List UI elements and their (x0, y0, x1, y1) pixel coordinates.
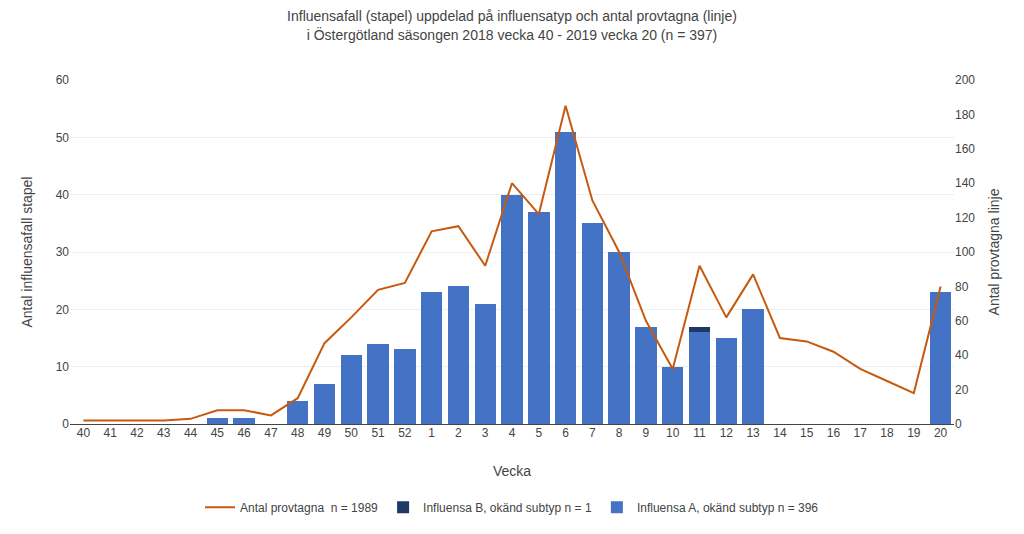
svg-text:80: 80 (955, 280, 969, 294)
svg-text:160: 160 (955, 142, 975, 156)
svg-text:8: 8 (616, 426, 623, 440)
svg-text:13: 13 (746, 426, 760, 440)
svg-text:10: 10 (56, 360, 70, 374)
svg-text:42: 42 (130, 426, 144, 440)
svg-text:120: 120 (955, 211, 975, 225)
svg-text:2: 2 (455, 426, 462, 440)
svg-text:41: 41 (104, 426, 118, 440)
svg-text:30: 30 (56, 245, 70, 259)
svg-text:140: 140 (955, 176, 975, 190)
svg-text:19: 19 (907, 426, 921, 440)
svg-text:44: 44 (184, 426, 198, 440)
svg-text:4: 4 (509, 426, 516, 440)
svg-text:7: 7 (589, 426, 596, 440)
svg-text:Vecka: Vecka (493, 463, 531, 479)
svg-text:6: 6 (562, 426, 569, 440)
svg-text:20: 20 (56, 303, 70, 317)
svg-text:10: 10 (666, 426, 680, 440)
svg-text:Antal influensafall stapel: Antal influensafall stapel (19, 177, 35, 328)
svg-text:Influensa A, okänd subtyp n =: Influensa A, okänd subtyp n = 396 (637, 501, 818, 515)
svg-text:60: 60 (56, 73, 70, 87)
svg-text:20: 20 (934, 426, 948, 440)
svg-text:46: 46 (237, 426, 251, 440)
svg-text:Influensa B, okänd subtyp n =: Influensa B, okänd subtyp n = 1 (423, 501, 592, 515)
svg-text:47: 47 (264, 426, 278, 440)
svg-text:50: 50 (56, 131, 70, 145)
svg-text:45: 45 (211, 426, 225, 440)
svg-text:20: 20 (955, 383, 969, 397)
svg-text:100: 100 (955, 245, 975, 259)
svg-text:18: 18 (880, 426, 894, 440)
svg-text:1: 1 (428, 426, 435, 440)
svg-text:Antal provtagna linje: Antal provtagna linje (986, 188, 1002, 315)
svg-text:3: 3 (482, 426, 489, 440)
svg-text:43: 43 (157, 426, 171, 440)
svg-text:51: 51 (371, 426, 385, 440)
svg-text:200: 200 (955, 73, 975, 87)
svg-text:52: 52 (398, 426, 412, 440)
svg-text:Antal provtagna n = 1989: Antal provtagna n = 1989 (240, 501, 378, 515)
svg-text:15: 15 (800, 426, 814, 440)
svg-text:180: 180 (955, 108, 975, 122)
svg-text:12: 12 (720, 426, 734, 440)
svg-text:0: 0 (62, 417, 69, 431)
svg-text:40: 40 (56, 188, 70, 202)
svg-text:48: 48 (291, 426, 305, 440)
svg-text:49: 49 (318, 426, 332, 440)
svg-text:40: 40 (77, 426, 91, 440)
svg-text:17: 17 (854, 426, 868, 440)
svg-text:9: 9 (643, 426, 650, 440)
svg-text:11: 11 (693, 426, 706, 440)
svg-text:14: 14 (773, 426, 787, 440)
svg-text:40: 40 (955, 348, 969, 362)
svg-text:16: 16 (827, 426, 841, 440)
svg-text:5: 5 (535, 426, 542, 440)
svg-text:Influensafall (stapel) uppdela: Influensafall (stapel) uppdelad på influ… (287, 8, 737, 42)
svg-text:50: 50 (345, 426, 359, 440)
svg-text:0: 0 (955, 417, 962, 431)
svg-text:60: 60 (955, 314, 969, 328)
